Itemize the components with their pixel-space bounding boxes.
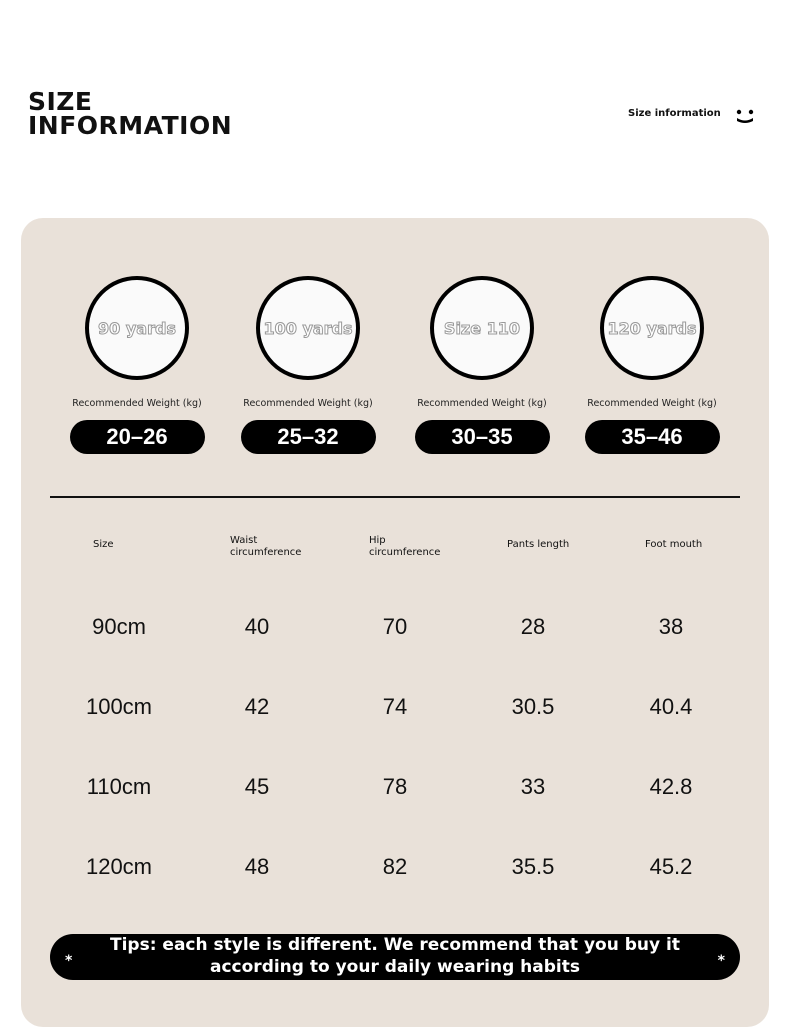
- tips-banner: * Tips: each style is different. We reco…: [50, 934, 740, 980]
- weight-label: Recommended Weight (kg): [243, 398, 373, 409]
- table-cell: 110cm: [86, 774, 152, 799]
- table-cell: 40.4: [649, 694, 693, 719]
- table-cell: 100cm: [85, 694, 153, 719]
- table-cell: 70: [382, 614, 408, 639]
- star-left: *: [65, 953, 73, 969]
- table-cell: 78: [382, 774, 408, 799]
- table-cell: 42: [244, 694, 270, 719]
- table-cell: 45.2: [649, 854, 693, 879]
- table-cell: 74: [382, 694, 408, 719]
- table-cell: 82: [382, 854, 408, 879]
- star-right: *: [717, 953, 725, 969]
- table-cell: 120cm: [85, 854, 153, 879]
- weight-label: Recommended Weight (kg): [72, 398, 202, 409]
- table-cell: 45: [244, 774, 270, 799]
- weight-label: Recommended Weight (kg): [417, 398, 547, 409]
- weight-pill: 30–35: [414, 420, 550, 454]
- table-cell: 33: [520, 774, 546, 799]
- size-card: 120 yards Recommended Weight (kg) 35–46: [567, 276, 737, 454]
- table-cell: 48: [244, 854, 270, 879]
- column-header: Waist circumference: [230, 535, 302, 558]
- divider: [50, 496, 740, 498]
- size-circle: 100 yards: [256, 276, 360, 380]
- weight-label: Recommended Weight (kg): [587, 398, 717, 409]
- smiley-icon: [736, 109, 754, 123]
- table-cell: 28: [520, 614, 546, 639]
- weight-pill: 25–32: [240, 420, 376, 454]
- size-card: 100 yards Recommended Weight (kg) 25–32: [223, 276, 393, 454]
- weight-pill: 20–26: [69, 420, 205, 454]
- table-cell: 90cm: [92, 614, 146, 639]
- column-header: Hip circumference: [369, 535, 441, 558]
- table-cell: 38: [658, 614, 684, 639]
- column-header: Size: [93, 539, 114, 550]
- size-information-label: Size information: [628, 108, 721, 119]
- table-cell: 30.5: [511, 694, 555, 719]
- table-cell: 35.5: [511, 854, 555, 879]
- tips-line1: Tips: each style is different. We recomm…: [110, 935, 680, 955]
- size-circle: Size 110: [430, 276, 534, 380]
- table-cell: 40: [244, 614, 270, 639]
- page-title: SIZE INFORMATION: [28, 87, 233, 140]
- column-header: Pants length: [507, 539, 570, 550]
- weight-pill: 35–46: [584, 420, 720, 454]
- table-cell: 42.8: [649, 774, 693, 799]
- tips-line2: according to your daily wearing habits: [210, 957, 580, 977]
- column-header: Foot mouth: [645, 539, 703, 550]
- size-card: 90 yards Recommended Weight (kg) 20–26: [52, 276, 222, 454]
- size-circle: 90 yards: [85, 276, 189, 380]
- size-card: Size 110 Recommended Weight (kg) 30–35: [397, 276, 567, 454]
- size-circle: 120 yards: [600, 276, 704, 380]
